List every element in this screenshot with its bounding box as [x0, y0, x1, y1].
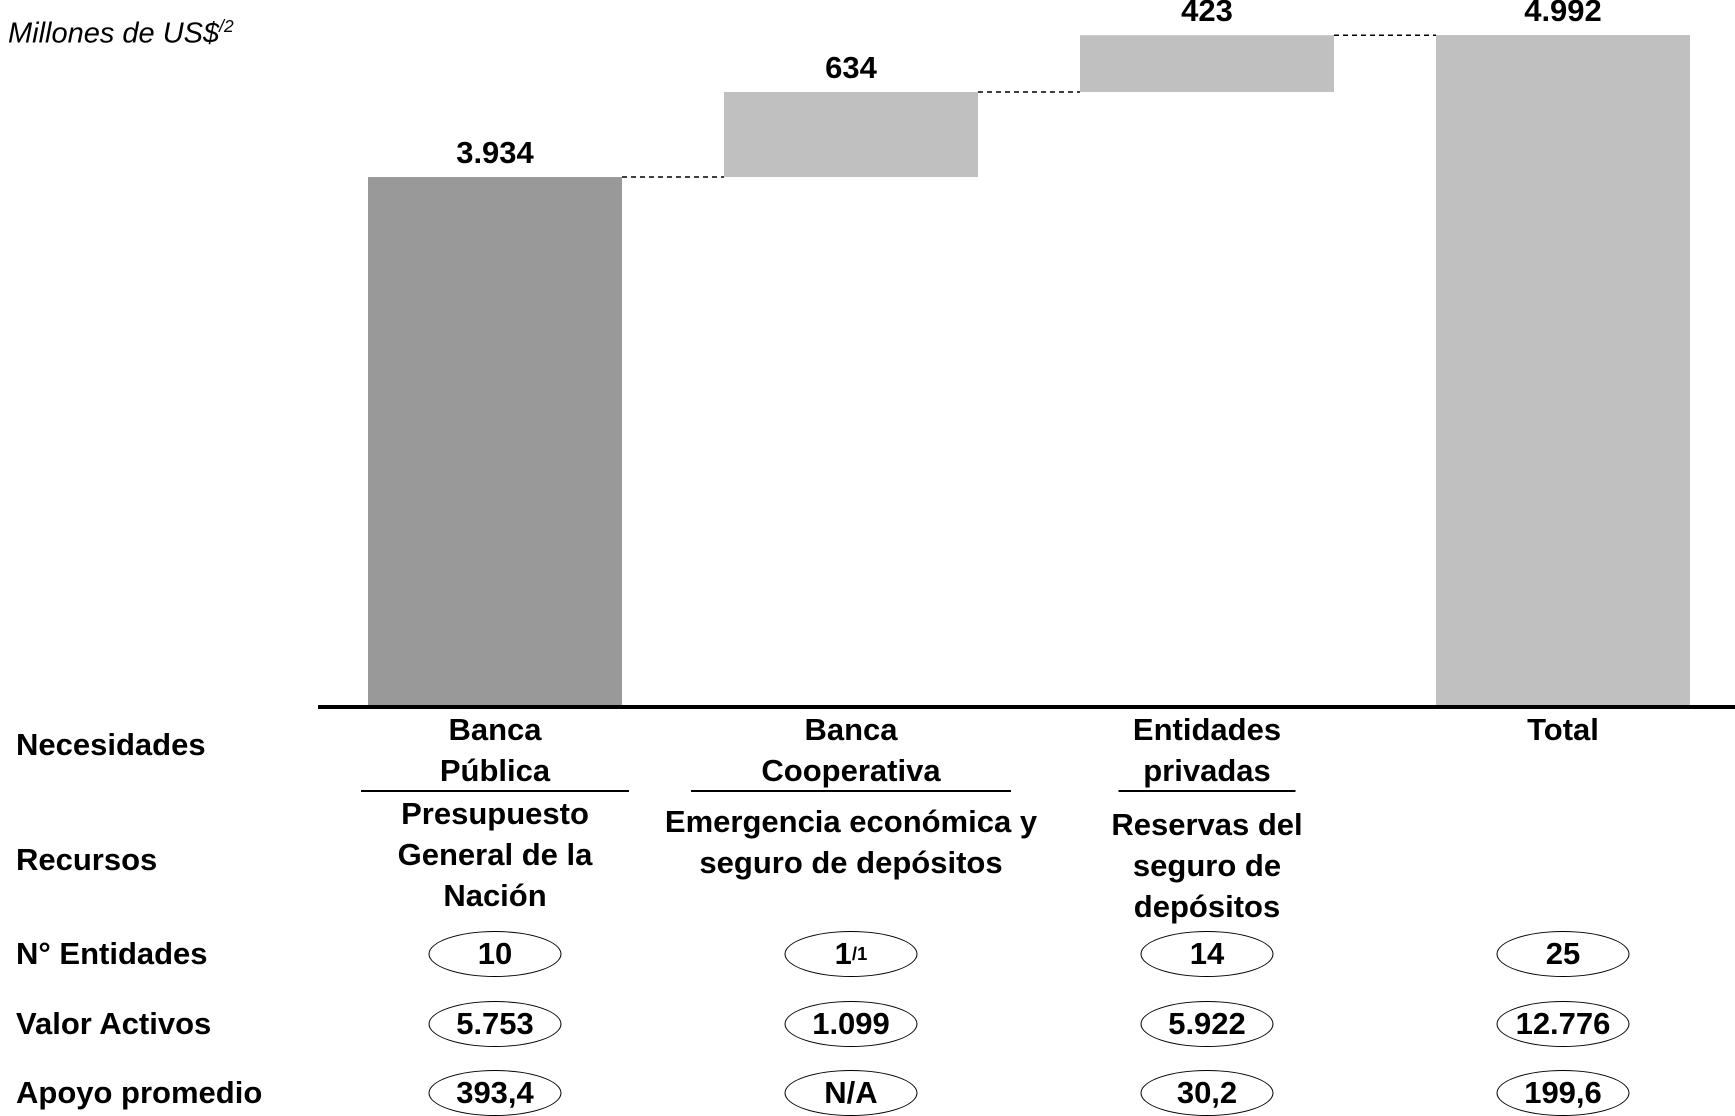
subtitle: Millones de US$: [8, 17, 220, 50]
valor-activos-cell: 5.922: [1140, 1001, 1274, 1047]
value-label: 4.992: [1524, 0, 1602, 28]
entidades-value: 25: [1545, 936, 1581, 971]
row-label: Valor Activos: [16, 1006, 212, 1041]
subtitle-box: Millones de US$/2: [8, 16, 234, 51]
category-label: Banca Cooperativa: [761, 712, 941, 788]
valor-activos-cell: 5.753: [428, 1001, 562, 1047]
bar: [1080, 35, 1334, 92]
apoyo-promedio-cell: 393,4: [428, 1070, 562, 1116]
valor-activos-cell: 12.776: [1496, 1001, 1630, 1047]
entidades-value: 10: [477, 936, 513, 971]
row-label: Apoyo promedio: [16, 1075, 263, 1110]
entidades-value: 14: [1189, 936, 1225, 971]
recursos-cell: Emergencia económica y seguro de depósit…: [664, 804, 1038, 880]
recursos-cell: Reservas del seguro de depósitos: [1111, 807, 1303, 924]
value-label: 3.934: [456, 135, 534, 170]
apoyo-promedio-cell: N/A: [784, 1070, 918, 1116]
entidades-note: /1: [851, 943, 868, 964]
bar: [724, 91, 978, 178]
category-label: Banca Pública: [439, 712, 551, 788]
value-label: 423: [1181, 0, 1233, 28]
category-label: Total: [1527, 712, 1599, 747]
bar: [1436, 35, 1690, 705]
value-label: 634: [825, 50, 877, 85]
bar: [368, 177, 622, 706]
row-label: N° Entidades: [16, 936, 208, 971]
valor-activos-cell: 1.099: [784, 1001, 918, 1047]
recursos-cell: Presupuesto General de la Nación: [397, 796, 593, 913]
entidades-cell: 1/1: [784, 931, 918, 977]
apoyo-promedio-cell: 199,6: [1496, 1070, 1630, 1116]
category-label: Entidades privadas: [1132, 712, 1282, 788]
subtitle-note: /2: [219, 16, 234, 36]
entidades-cell: 25: [1496, 931, 1630, 977]
entidades-cell: 14: [1140, 931, 1274, 977]
row-label: Recursos: [16, 842, 158, 877]
entidades-cell: 10: [428, 931, 562, 977]
entidades-value: 1: [834, 936, 852, 971]
apoyo-promedio-cell: 30,2: [1140, 1070, 1274, 1116]
row-label: Necesidades: [16, 727, 206, 762]
